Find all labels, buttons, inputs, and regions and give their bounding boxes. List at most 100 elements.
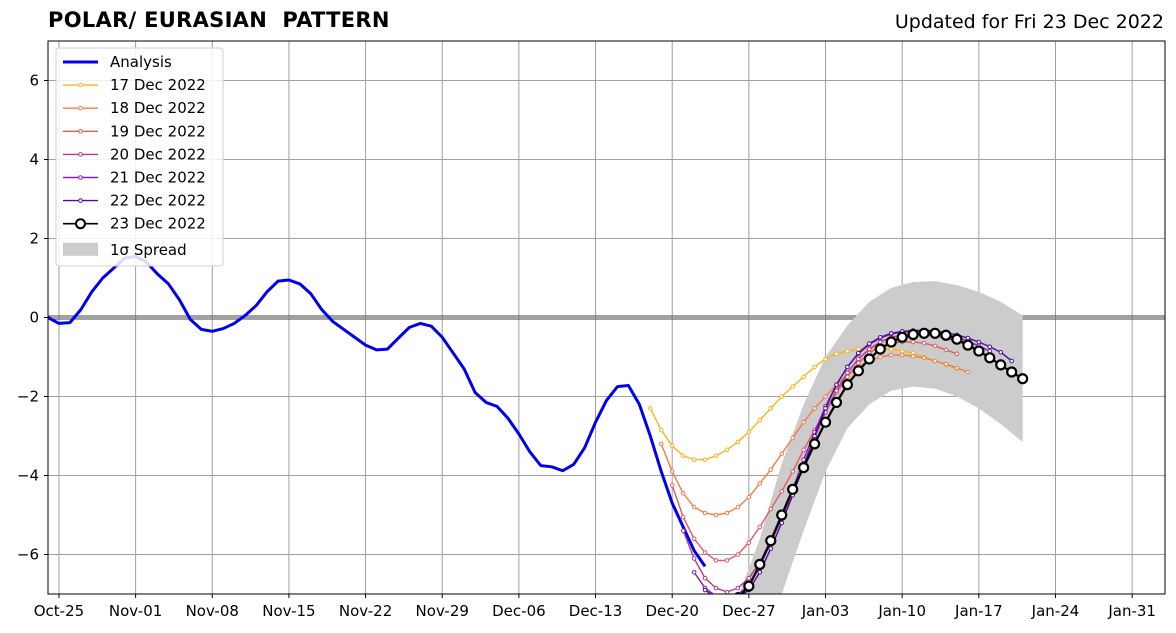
series-point <box>856 350 861 356</box>
series-point <box>790 435 795 441</box>
series-point <box>746 540 752 545</box>
series-point <box>746 575 752 581</box>
series-point <box>856 356 861 362</box>
series-point-forecast <box>776 509 788 521</box>
series-point-forecast <box>940 329 952 341</box>
y-tick-label: 2 <box>29 230 39 248</box>
legend-marker <box>75 218 86 230</box>
series-point-forecast <box>951 333 963 345</box>
x-tick-label: Dec-13 <box>569 602 623 620</box>
series-point-forecast <box>787 483 799 495</box>
series-point-forecast <box>918 327 930 339</box>
legend-label: 21 Dec 2022 <box>110 169 206 187</box>
series-point <box>812 433 817 439</box>
series-point <box>746 429 752 435</box>
series-point-forecast <box>830 396 843 409</box>
series-point <box>965 369 971 375</box>
series-point <box>779 451 785 457</box>
series-point <box>954 351 960 357</box>
x-tick-label: Dec-27 <box>722 602 776 620</box>
series-point <box>779 520 785 526</box>
series-point <box>680 514 686 520</box>
series-point-forecast <box>765 535 777 547</box>
series-point <box>834 382 839 387</box>
series-point-forecast <box>798 462 810 474</box>
series-point <box>998 349 1004 355</box>
series-point <box>658 427 664 433</box>
series-point-forecast <box>874 343 886 355</box>
series-point <box>757 524 763 530</box>
series-point <box>702 550 708 555</box>
series-point-forecast <box>995 359 1007 371</box>
series-point-forecast <box>929 327 941 339</box>
series-point <box>845 348 850 354</box>
series-point <box>680 490 686 496</box>
series-point-forecast <box>852 365 864 377</box>
series-point <box>713 558 719 563</box>
series-point <box>680 453 686 459</box>
chart-title: POLAR/ EURASIAN PATTERN <box>48 8 390 32</box>
x-tick-label: Jan-24 <box>1031 602 1080 620</box>
legend-marker <box>78 198 83 203</box>
series-point <box>888 331 894 336</box>
series-point <box>669 483 675 488</box>
series-point <box>724 447 730 453</box>
series-point <box>867 346 872 352</box>
series-point-forecast <box>896 331 908 343</box>
series-point <box>877 334 883 340</box>
series-point <box>823 394 828 399</box>
series-point <box>702 587 708 593</box>
series-point-forecast <box>743 580 755 592</box>
series-point <box>691 536 697 542</box>
series-point <box>1009 358 1014 364</box>
series-point <box>725 596 729 600</box>
legend-box <box>55 47 224 267</box>
series-point <box>658 441 664 447</box>
legend-swatch-spread <box>63 242 98 256</box>
series-point <box>757 481 763 486</box>
series-point <box>888 346 894 352</box>
legend-marker <box>78 175 83 180</box>
series-point <box>768 467 774 472</box>
series-point <box>691 457 697 463</box>
series-point-forecast <box>808 438 821 450</box>
x-tick-label: Jan-10 <box>877 602 926 620</box>
series-point <box>702 457 708 463</box>
series-point <box>801 374 806 380</box>
series-point-forecast <box>754 558 766 570</box>
x-tick-label: Jan-17 <box>954 602 1003 620</box>
series-point-forecast <box>973 345 985 357</box>
series-point <box>735 552 741 557</box>
axes: Oct-25 Nov-01 Nov-08 Nov-15 Nov-22 Nov-29 Dec-… <box>17 72 1156 621</box>
series-point <box>987 344 993 350</box>
legend-label: 1σ Spread <box>110 241 187 259</box>
series-point <box>669 469 675 474</box>
series-point <box>757 569 763 575</box>
y-tick-label: 4 <box>29 151 39 169</box>
series-point <box>779 394 785 399</box>
legend-marker <box>78 82 83 88</box>
series-point <box>834 351 839 357</box>
series-point <box>943 361 949 367</box>
series-point <box>867 341 872 346</box>
series-point <box>757 417 763 423</box>
legend-marker <box>78 129 83 134</box>
legend-label: 23 Dec 2022 <box>110 215 206 233</box>
series-point <box>823 406 828 411</box>
series-point <box>965 335 971 341</box>
series-point <box>768 506 774 512</box>
series-point <box>932 358 938 364</box>
series-point <box>691 504 697 510</box>
series-point-forecast <box>962 339 974 351</box>
series-point <box>932 343 938 349</box>
x-tick-label: Nov-15 <box>262 602 315 620</box>
x-tick-label: Dec-06 <box>492 602 546 620</box>
series-point <box>648 406 653 411</box>
series-point-forecast <box>1017 373 1029 385</box>
series-point <box>736 596 740 600</box>
series-point <box>921 340 927 346</box>
series-point <box>921 355 927 361</box>
series-point <box>976 339 982 345</box>
series-point <box>735 504 741 510</box>
series-point <box>746 494 752 500</box>
